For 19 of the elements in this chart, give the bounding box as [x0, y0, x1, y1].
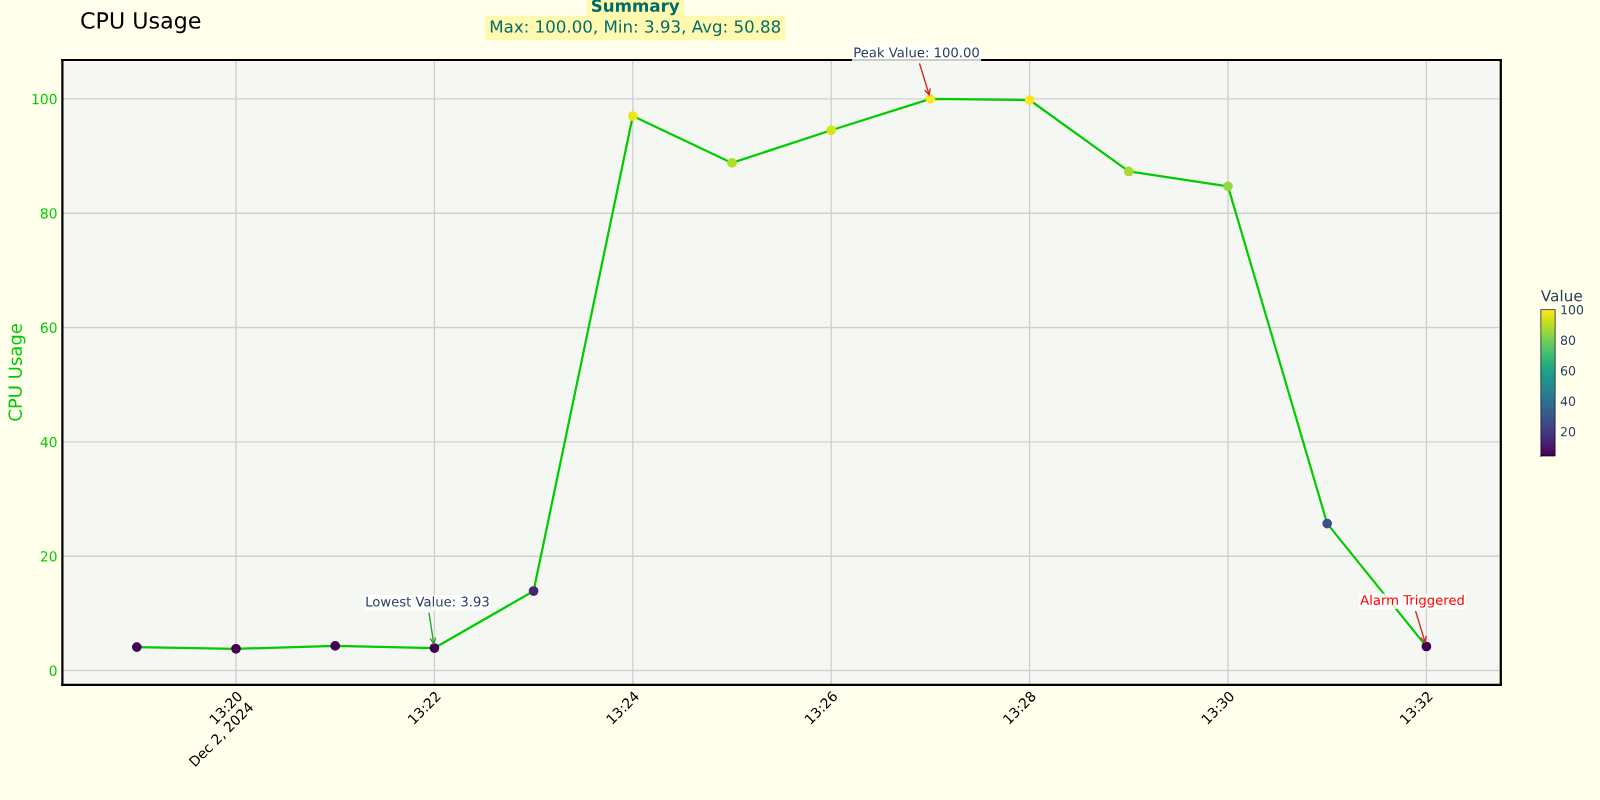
y-tick-label: 100 [32, 93, 57, 105]
text: Summary [591, 0, 680, 16]
color-bar-label: 60 [1560, 366, 1576, 376]
y-axis-title: CPU Usage [8, 324, 26, 421]
y-tick-label: 40 [40, 436, 57, 448]
y-tick-label: 60 [40, 322, 57, 333]
annotation: Alarm Triggered [1360, 594, 1464, 608]
color-bar-title: Value [1540, 289, 1582, 302]
annotation: Lowest Value: 3.93 [366, 596, 489, 607]
y-tick-label: 80 [40, 208, 57, 219]
color-bar-label: 80 [1560, 335, 1576, 345]
color-bar-label: 40 [1560, 396, 1576, 406]
y-tick-label: 20 [40, 551, 57, 562]
annotation: Peak Value: 100.00 [854, 47, 979, 58]
chart-title: CPU Usage [81, 12, 201, 34]
y-tick-label: 0 [49, 665, 57, 676]
color-bar-label: 20 [1560, 426, 1576, 437]
color-bar-label: 100 [1561, 305, 1584, 315]
text: Max: 100.00, Min: 3.93, Avg: 50.88 [490, 19, 781, 37]
